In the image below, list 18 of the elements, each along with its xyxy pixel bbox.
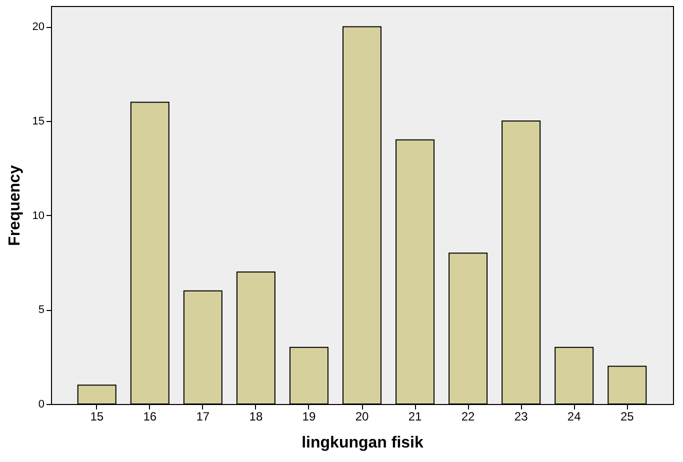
x-axis-title: lingkungan fisik	[302, 434, 424, 452]
x-tick-label: 17	[196, 410, 210, 424]
x-tick-label: 15	[90, 410, 104, 424]
x-tick-label: 23	[514, 410, 528, 424]
y-axis-title: Frequency	[6, 164, 24, 246]
x-tick-label: 21	[408, 410, 422, 424]
x-tick-label: 19	[302, 410, 316, 424]
x-tick-label: 16	[143, 410, 157, 424]
x-tick-label: 18	[249, 410, 263, 424]
y-tick-label: 20	[32, 21, 44, 34]
x-tick-label: 20	[355, 410, 369, 424]
x-tick-label: 24	[567, 410, 582, 424]
x-tick-label: 22	[461, 410, 476, 424]
y-tick-label: 5	[38, 304, 44, 316]
x-tick-label: 25	[620, 410, 634, 424]
y-tick-label: 10	[32, 210, 44, 222]
y-tick-label: 15	[32, 116, 44, 128]
y-tick-label: 0	[38, 398, 44, 410]
